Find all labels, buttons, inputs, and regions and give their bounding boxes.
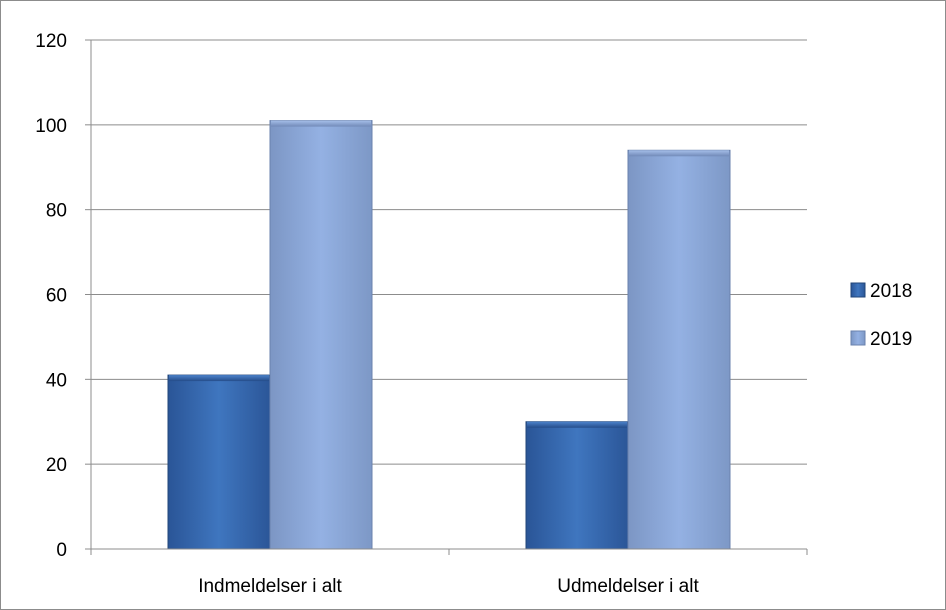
bar-body [627, 149, 731, 550]
legend: 2018 2019 [850, 281, 912, 350]
bar-bevel [527, 421, 627, 428]
y-tick-label: 60 [46, 286, 67, 307]
bars [167, 120, 731, 550]
y-tick-label: 80 [46, 201, 67, 222]
axis-labels: 0 20 40 60 80 100 120 Indmeldelser i alt Udmelde… [35, 31, 699, 597]
bar-body [525, 421, 629, 550]
legend-label: 2019 [870, 329, 912, 350]
y-tick-label: 40 [46, 370, 67, 391]
x-category-label: Indmeldelser i alt [198, 576, 342, 597]
y-tick-label: 0 [56, 540, 67, 561]
bar-bevel [629, 150, 729, 157]
legend-item-2018: 2018 [850, 281, 912, 302]
bar-bevel [271, 120, 371, 127]
legend-swatch [850, 330, 866, 346]
y-tick-label: 100 [35, 116, 67, 137]
legend-label: 2018 [870, 281, 912, 302]
axes [85, 39, 808, 555]
bar-body [269, 120, 373, 550]
bar-2018-1 [525, 421, 629, 550]
bar-body [167, 374, 271, 550]
legend-swatch [850, 282, 866, 298]
bar-2019-0 [269, 120, 373, 550]
y-tick-label: 20 [46, 455, 67, 476]
bar-2018-0 [167, 374, 271, 550]
x-category-label: Udmeldelser i alt [557, 576, 699, 597]
legend-item-2019: 2019 [850, 329, 912, 350]
bar-bevel [169, 375, 269, 382]
y-tick-label: 120 [35, 31, 67, 52]
bar-2019-1 [627, 149, 731, 550]
